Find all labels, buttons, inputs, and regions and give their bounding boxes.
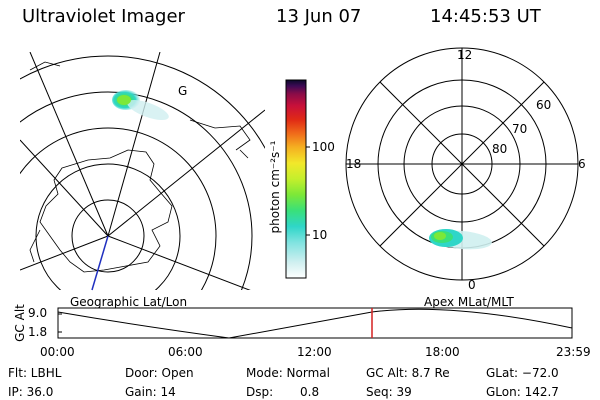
mlt-label-0: 0 (468, 278, 476, 292)
mlt-label-6: 6 (578, 157, 586, 171)
geographic-map (20, 52, 265, 290)
info-ip: IP: 36.0 (8, 385, 54, 399)
orbit-xtick-2359: 23:59 (556, 345, 591, 359)
info-door: Door: Open (125, 366, 194, 380)
mlt-label-18: 18 (346, 157, 362, 171)
mlat-label-70: 70 (512, 122, 528, 136)
orbit-xtick-0600: 06:00 (168, 345, 203, 359)
mlat-label-60: 60 (536, 98, 552, 112)
info-dsp-label: Dsp: (246, 385, 274, 399)
orbit-ylabel: GC Alt (13, 304, 27, 342)
info-gain: Gain: 14 (125, 385, 176, 399)
info-mode: Mode: Normal (246, 366, 330, 380)
colorbar-tick-100: 100 (312, 140, 335, 154)
colorbar (285, 79, 307, 279)
orbit-xtick-1800: 18:00 (425, 345, 460, 359)
time-label: 14:45:53 UT (430, 6, 541, 27)
info-glon: GLon: 142.7 (486, 385, 559, 399)
map-marker-g: G (178, 84, 188, 98)
info-seq: Seq: 39 (366, 385, 412, 399)
colorbar-tick-10: 10 (312, 228, 328, 242)
info-filter: Flt: LBHL (8, 366, 62, 380)
polar-aurora (429, 229, 492, 250)
mlat-label-80: 80 (492, 142, 508, 156)
orbit-xtick-0000: 00:00 (40, 345, 75, 359)
date-label: 13 Jun 07 (276, 6, 362, 27)
app-title: Ultraviolet Imager (22, 6, 185, 27)
right-polar-label: Apex MLat/MLT (424, 295, 514, 309)
info-dsp-value: 0.8 (300, 385, 320, 399)
orbit-xtick-1200: 12:00 (297, 345, 332, 359)
info-gc-alt: GC Alt: 8.7 Re (366, 366, 450, 380)
satellite-track (91, 235, 109, 291)
orbit-plot (57, 307, 573, 339)
left-map-label: Geographic Lat/Lon (70, 295, 188, 309)
orbit-ytick-low: 1.8 (28, 325, 48, 339)
orbit-ytick-high: 9.0 (28, 306, 48, 320)
colorbar-unit-label: photon cm⁻²s⁻¹ (268, 140, 282, 234)
info-glat: GLat: −72.0 (486, 366, 559, 380)
mlt-label-12: 12 (457, 48, 473, 62)
